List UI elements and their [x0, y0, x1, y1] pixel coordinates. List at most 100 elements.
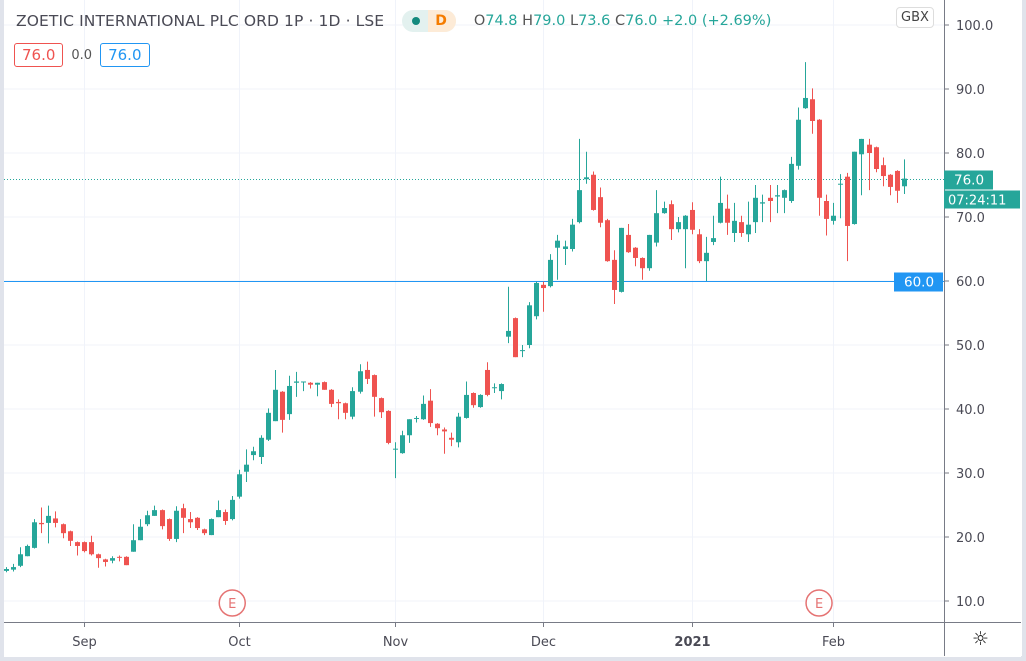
candle-down[interactable] — [845, 176, 850, 226]
candle-up[interactable] — [506, 330, 511, 337]
candle-up[interactable] — [852, 151, 857, 225]
candle-up[interactable] — [654, 213, 659, 243]
candle-down[interactable] — [471, 393, 476, 406]
candle-up[interactable] — [414, 417, 419, 419]
earnings-marker-icon[interactable] — [805, 589, 833, 617]
candle-down[interactable] — [874, 147, 879, 169]
sell-button[interactable]: 76.0 — [14, 43, 64, 67]
candle-down[interactable] — [669, 204, 674, 230]
candle-down[interactable] — [89, 542, 94, 555]
candle-up[interactable] — [718, 202, 723, 223]
candle-up[interactable] — [131, 540, 136, 552]
candle-up[interactable] — [421, 403, 426, 420]
candle-up[interactable] — [584, 177, 589, 180]
candle-up[interactable] — [174, 510, 179, 539]
candle-up[interactable] — [287, 385, 292, 415]
candle-up[interactable] — [548, 259, 553, 287]
candle-down[interactable] — [181, 508, 186, 518]
candle-up[interactable] — [46, 515, 51, 523]
candle-down[interactable] — [591, 174, 596, 210]
candle-up[interactable] — [273, 389, 278, 422]
candle-down[interactable] — [442, 429, 447, 432]
buy-button[interactable]: 76.0 — [100, 43, 150, 67]
candle-up[interactable] — [18, 554, 23, 566]
candle-down[interactable] — [308, 382, 313, 385]
candle-up[interactable] — [570, 224, 575, 249]
candle-up[interactable] — [683, 215, 688, 230]
candle-down[interactable] — [605, 220, 610, 262]
candle-up[interactable] — [789, 163, 794, 201]
candle-up[interactable] — [831, 215, 836, 221]
candle-up[interactable] — [152, 510, 157, 516]
candle-down[interactable] — [82, 542, 87, 552]
candle-down[interactable] — [195, 517, 200, 529]
candle-down[interactable] — [379, 398, 384, 413]
candle-up[interactable] — [746, 224, 751, 235]
candle-up[interactable] — [294, 381, 299, 383]
candle-down[interactable] — [280, 391, 285, 420]
candle-up[interactable] — [796, 119, 801, 166]
candle-down[interactable] — [53, 518, 58, 523]
candle-up[interactable] — [803, 97, 808, 109]
candle-down[interactable] — [541, 284, 546, 289]
candle-up[interactable] — [244, 464, 249, 472]
candle-down[interactable] — [124, 556, 129, 566]
candle-down[interactable] — [428, 400, 433, 424]
candle-up[interactable] — [11, 567, 16, 570]
candle-down[interactable] — [633, 247, 638, 258]
candle-up[interactable] — [209, 519, 214, 536]
candle-up[interactable] — [358, 371, 363, 392]
candle-down[interactable] — [697, 234, 702, 262]
candle-up[interactable] — [527, 305, 532, 345]
candle-up[interactable] — [577, 190, 582, 223]
candle-up[interactable] — [902, 178, 907, 187]
candle-up[interactable] — [407, 419, 412, 436]
candle-up[interactable] — [230, 499, 235, 520]
candle-down[interactable] — [386, 410, 391, 443]
candle-down[interactable] — [61, 524, 66, 534]
candle-down[interactable] — [75, 542, 80, 546]
candle-up[interactable] — [838, 183, 843, 185]
candle-up[interactable] — [266, 412, 271, 440]
candle-down[interactable] — [810, 99, 815, 121]
candle-up[interactable] — [237, 474, 242, 497]
candle-up[interactable] — [315, 382, 320, 385]
candle-up[interactable] — [32, 522, 37, 548]
candle-down[interactable] — [160, 510, 165, 527]
candle-up[interactable] — [732, 220, 737, 233]
candle-up[interactable] — [555, 240, 560, 248]
candle-up[interactable] — [138, 526, 143, 541]
candle-up[interactable] — [662, 208, 667, 214]
candle-down[interactable] — [103, 559, 108, 562]
price-axis[interactable] — [944, 0, 1022, 656]
candle-down[interactable] — [598, 197, 603, 223]
candle-up[interactable] — [775, 195, 780, 197]
candle-down[interactable] — [117, 556, 122, 558]
candle-up[interactable] — [499, 384, 504, 392]
candle-down[interactable] — [513, 318, 518, 358]
candle-up[interactable] — [760, 202, 765, 204]
candle-up[interactable] — [534, 282, 539, 317]
candle-down[interactable] — [167, 519, 172, 539]
candle-down[interactable] — [626, 234, 631, 253]
candle-up[interactable] — [753, 197, 758, 223]
candle-up[interactable] — [145, 515, 150, 525]
candle-up[interactable] — [393, 448, 398, 450]
candle-down[interactable] — [768, 197, 773, 201]
market-status-badge[interactable]: D — [402, 10, 456, 32]
candle-up[interactable] — [520, 350, 525, 352]
candle-up[interactable] — [350, 391, 355, 417]
candle-up[interactable] — [110, 558, 115, 561]
candle-down[interactable] — [725, 208, 730, 223]
candle-up[interactable] — [704, 252, 709, 262]
horizontal-line-tag[interactable] — [894, 272, 943, 292]
candle-up[interactable] — [711, 238, 716, 242]
candle-down[interactable] — [739, 222, 744, 233]
candle-up[interactable] — [676, 222, 681, 230]
gear-icon[interactable]: ☼ — [972, 628, 990, 650]
candle-up[interactable] — [782, 190, 787, 198]
candle-down[interactable] — [202, 529, 207, 534]
candle-up[interactable] — [647, 234, 652, 269]
candle-down[interactable] — [223, 512, 228, 521]
